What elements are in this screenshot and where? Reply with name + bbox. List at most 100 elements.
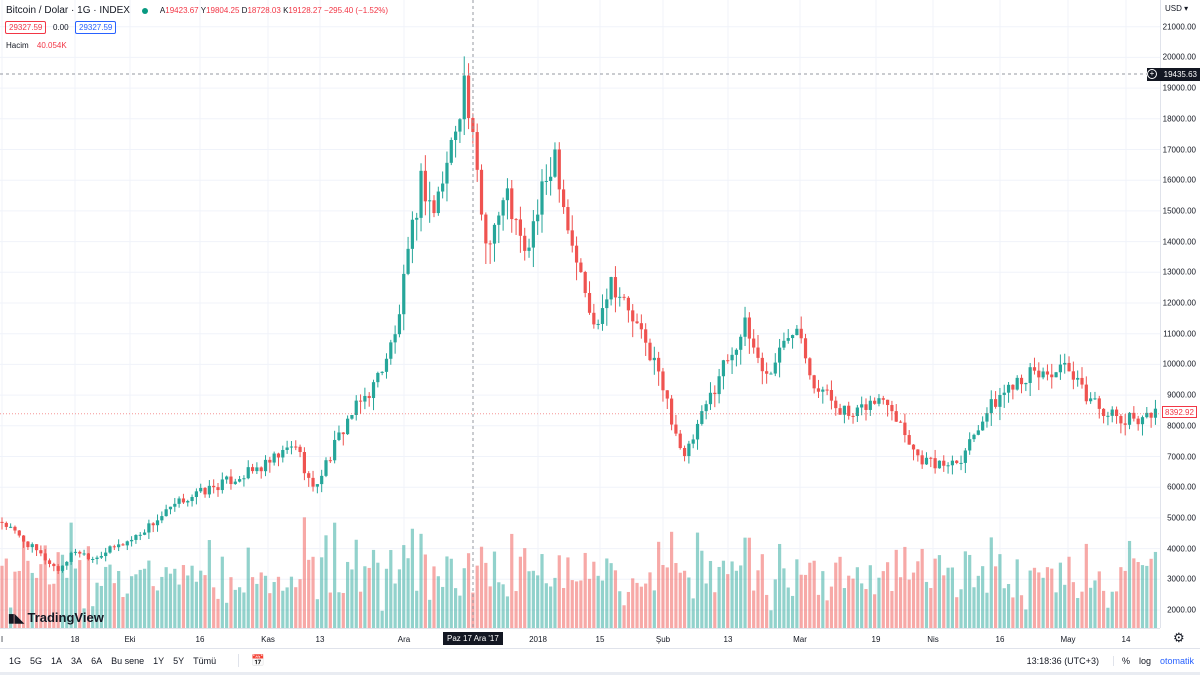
volume-bar xyxy=(402,545,406,628)
range-1y[interactable]: 1Y xyxy=(153,655,165,666)
time-tick: 14 xyxy=(1121,635,1131,644)
candle-body xyxy=(225,476,229,480)
volume-bar xyxy=(691,598,695,628)
candle-body xyxy=(799,328,803,339)
volume-bar xyxy=(199,570,203,628)
candle-body xyxy=(130,539,134,542)
candle-body xyxy=(536,214,540,222)
candle-body xyxy=(596,323,600,325)
volume-bar xyxy=(177,584,181,628)
goto-date-icon[interactable]: 📅 xyxy=(238,654,265,667)
candle-body xyxy=(181,498,186,503)
volume-bar xyxy=(989,537,993,628)
volume-bar xyxy=(613,570,618,628)
candle-body xyxy=(648,342,652,361)
volume-bar xyxy=(73,568,78,628)
volume-bar xyxy=(881,571,885,628)
log-toggle[interactable]: log xyxy=(1138,655,1151,666)
candle-body xyxy=(760,357,764,372)
volume-bar xyxy=(138,569,142,628)
range-6a[interactable]: 6A xyxy=(91,655,103,666)
volume-bar xyxy=(108,564,112,628)
range-all[interactable]: Tümü xyxy=(193,655,217,666)
candle-body xyxy=(78,551,82,554)
candle-body xyxy=(898,421,903,423)
range-5g[interactable]: 5G xyxy=(30,655,43,666)
candle-body xyxy=(311,477,315,487)
symbol-title[interactable]: Bitcoin / Dolar · 1G · INDEX xyxy=(6,5,130,16)
currency-select[interactable]: USD ▾ xyxy=(1165,4,1189,13)
volume-bar xyxy=(955,597,959,628)
candle-body xyxy=(838,408,842,415)
candle-body xyxy=(730,354,734,361)
candle-body xyxy=(1067,362,1071,372)
bid-badge[interactable]: 29327.59 xyxy=(5,21,47,34)
volume-bar xyxy=(4,558,8,628)
candle-body xyxy=(976,430,980,435)
volume-bar xyxy=(65,577,69,628)
volume-bar xyxy=(898,577,903,628)
candle-body xyxy=(255,467,259,472)
time-axis[interactable]: l 18 Eki 16 Kas 13 Ara 2018 15 Şub 13 Mar 19 Nis 16 May… xyxy=(0,628,1160,648)
tradingview-logo[interactable]: ▮◣ TradingView xyxy=(8,610,104,625)
auto-toggle[interactable]: otomatik xyxy=(1159,655,1194,666)
volume-bar xyxy=(670,531,674,628)
volume-bar xyxy=(842,588,846,628)
volume-bar xyxy=(78,560,82,628)
candle-body xyxy=(1123,423,1127,425)
volume-bar xyxy=(229,577,233,628)
volume-bar xyxy=(47,584,52,628)
time-tick: Şub xyxy=(655,635,671,644)
volume-bar xyxy=(527,571,531,628)
candle-body xyxy=(946,465,950,467)
candle-body xyxy=(285,447,289,450)
volume-bar xyxy=(82,608,86,628)
candle-body xyxy=(475,132,479,170)
percent-toggle[interactable]: % xyxy=(1112,655,1130,666)
add-plus-icon: + xyxy=(1147,69,1157,79)
volume-bar xyxy=(734,570,738,628)
volume-bar xyxy=(756,570,760,628)
volume-bar xyxy=(346,561,350,628)
candle-body xyxy=(1145,412,1149,418)
candle-body xyxy=(1058,364,1062,373)
volume-bar xyxy=(1127,540,1132,628)
volume-bar xyxy=(1136,562,1140,628)
candle-body xyxy=(769,373,773,375)
volume-bar xyxy=(1132,558,1136,628)
candle-body xyxy=(324,460,328,476)
volume-bar xyxy=(518,556,522,628)
candle-body xyxy=(212,485,216,488)
range-3a[interactable]: 3A xyxy=(71,655,83,666)
range-ytd[interactable]: Bu sene xyxy=(111,655,145,666)
volume-bar xyxy=(1102,590,1106,628)
candle-body xyxy=(726,360,730,362)
candle-body xyxy=(890,405,894,412)
candle-body xyxy=(289,446,294,448)
range-1g[interactable]: 1G xyxy=(9,655,22,666)
volume-bar xyxy=(17,570,21,628)
volume-bar xyxy=(678,572,682,628)
candle-body xyxy=(402,273,406,315)
candle-body xyxy=(397,314,402,335)
volume-bar xyxy=(1080,591,1084,628)
range-5y[interactable]: 5Y xyxy=(173,655,185,666)
volume-bar xyxy=(147,560,151,628)
volume-bar xyxy=(130,576,134,628)
volume-bar xyxy=(121,597,125,628)
volume-bar xyxy=(9,607,13,628)
price-axis[interactable]: USD ▾ 2000.00 3000.00 4000.00 5000.00 6000.0… xyxy=(1160,0,1200,628)
ask-badge[interactable]: 29327.59 xyxy=(75,21,117,34)
range-1a[interactable]: 1A xyxy=(51,655,63,666)
volume-bar xyxy=(531,570,535,628)
candle-body xyxy=(531,221,535,248)
candle-body xyxy=(1093,398,1097,400)
price-chart[interactable] xyxy=(0,0,1160,628)
bottom-toolbar: 1G 5G 1A 3A 6A Bu sene 1Y 5Y Tümü 📅 13:1… xyxy=(0,648,1200,672)
volume-bar xyxy=(117,571,121,628)
axis-settings-icon[interactable]: ⚙ xyxy=(1173,630,1185,645)
volume-bar xyxy=(877,577,881,628)
volume-bar xyxy=(1145,565,1149,628)
volume-bar xyxy=(238,587,242,628)
candle-body xyxy=(207,485,211,495)
